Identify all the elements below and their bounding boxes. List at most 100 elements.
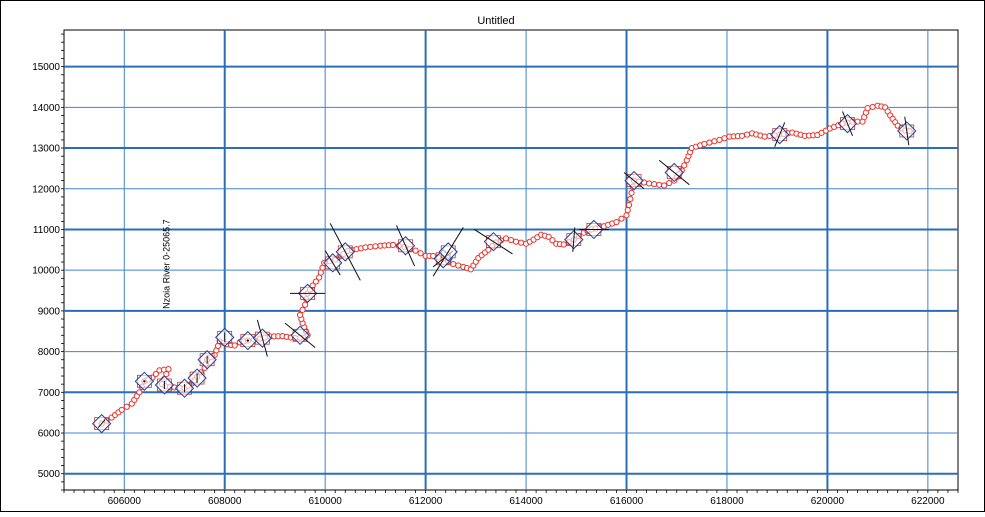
annotations: Nzoia River 0-25065.7 — [161, 219, 171, 309]
cross-section — [897, 116, 917, 146]
cross-section — [187, 368, 207, 388]
cross-section — [154, 375, 175, 395]
cross-section — [322, 250, 343, 276]
river-point — [613, 219, 620, 226]
x-tick-label: 614000 — [509, 496, 543, 507]
river-point — [362, 244, 369, 251]
x-tick-label: 608000 — [208, 496, 242, 507]
y-tick-label: 6000 — [38, 429, 61, 440]
river-point — [721, 135, 728, 142]
river-point — [517, 239, 525, 246]
river-point — [651, 181, 658, 188]
y-tick-label: 14000 — [32, 103, 60, 114]
y-tick-label: 11000 — [33, 225, 61, 236]
river-point — [706, 139, 713, 146]
river-point — [711, 138, 718, 145]
cross-section-line — [396, 225, 416, 267]
river-point — [412, 247, 419, 254]
river-point — [512, 238, 520, 245]
river-point — [743, 131, 751, 138]
y-axis-tick-labels: 5000 6000 7000 8000 9000 10000 11000 12000 13000… — [32, 62, 60, 480]
river-point — [627, 195, 634, 203]
river-point — [301, 301, 309, 308]
river-point — [545, 233, 552, 240]
cross-section-line — [774, 122, 786, 148]
y-tick-label: 15000 — [32, 62, 60, 73]
cross-section-line — [432, 227, 464, 277]
y-tick-label: 13000 — [32, 144, 60, 155]
river-point — [738, 132, 746, 139]
cross-section-dot — [246, 339, 250, 342]
cross-section — [658, 159, 690, 186]
river-point — [628, 189, 635, 196]
river-point — [623, 212, 630, 219]
y-tick-label: 12000 — [32, 184, 60, 195]
river-point — [123, 403, 130, 410]
river-point — [389, 241, 397, 249]
cross-section — [284, 322, 316, 348]
cross-section — [91, 413, 112, 434]
cross-section — [329, 223, 361, 281]
river-point — [656, 181, 663, 188]
cross-section — [197, 350, 217, 370]
cross-section-line — [572, 227, 576, 252]
cross-section — [432, 227, 464, 277]
river-point — [309, 282, 316, 289]
cross-section-line — [97, 419, 106, 429]
x-tick-label: 618000 — [710, 496, 744, 507]
cross-section — [395, 225, 416, 267]
cross-section — [837, 111, 858, 137]
cross-section — [564, 227, 584, 252]
y-tick-label: 9000 — [38, 306, 61, 317]
river-point — [624, 207, 631, 214]
river-point — [625, 201, 633, 209]
cross-section — [252, 319, 273, 357]
river-point — [299, 306, 306, 313]
x-tick-label: 606000 — [108, 496, 142, 507]
cross-section — [174, 378, 195, 398]
minor-ticks — [61, 33, 959, 493]
river-point — [502, 235, 510, 242]
river-point — [618, 215, 625, 222]
cross-section-line — [284, 322, 316, 348]
y-tick-label: 5000 — [38, 469, 61, 480]
river-point — [661, 182, 668, 189]
cross-section — [238, 330, 258, 351]
river-point — [312, 278, 319, 285]
river-point — [666, 179, 673, 187]
x-tick-label: 612000 — [409, 496, 443, 507]
cross-section — [215, 327, 235, 348]
cross-section-dot — [143, 380, 146, 383]
river-point — [864, 105, 871, 112]
river-point — [681, 162, 688, 169]
x-tick-label: 610000 — [308, 496, 342, 507]
cross-section-line — [904, 116, 910, 146]
river-point — [450, 260, 457, 268]
river-point — [152, 370, 160, 378]
river-point — [417, 250, 424, 257]
x-tick-label: 620000 — [811, 496, 845, 507]
cross-section — [578, 219, 609, 240]
cross-section-line — [324, 250, 341, 276]
x-axis-tick-labels: 606000 608000 610000 612000 614000 616000 6180… — [108, 496, 945, 507]
x-tick-label: 616000 — [610, 496, 644, 507]
river-point — [646, 180, 653, 187]
cross-section — [623, 170, 645, 191]
x-tick-label: 622000 — [911, 496, 945, 507]
river-point — [136, 389, 143, 396]
y-tick-label: 8000 — [38, 347, 61, 358]
river-point — [163, 371, 170, 378]
river-point — [118, 406, 125, 413]
river-name-annotation: Nzoia River 0-25065.7 — [161, 219, 171, 309]
river-point — [869, 103, 876, 111]
river-point — [507, 236, 515, 244]
river-point — [761, 133, 768, 140]
plot-frame — [63, 29, 959, 491]
river-point — [296, 311, 304, 319]
y-tick-label: 7000 — [38, 388, 61, 399]
river-point — [549, 237, 556, 244]
cross-section — [474, 229, 513, 255]
river-point — [231, 342, 238, 349]
